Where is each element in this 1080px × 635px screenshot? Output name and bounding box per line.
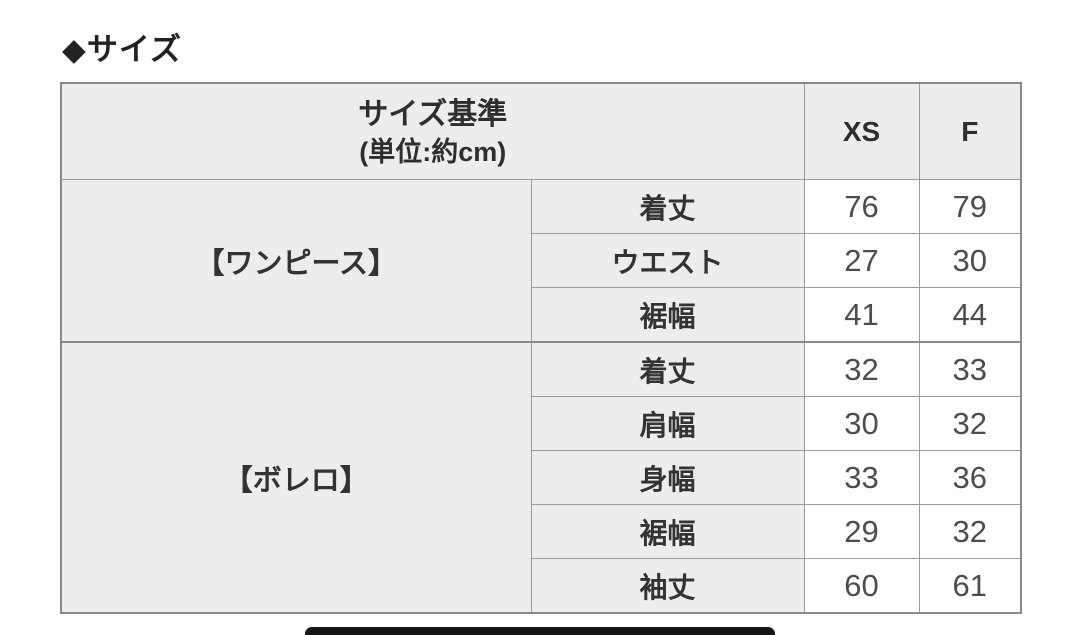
group-cell-bolero: 【ボレロ】 <box>60 341 532 614</box>
table-row: ウエスト 27 30 <box>61 233 1022 288</box>
table-row: 【ボレロ】 着丈 32 33 <box>60 341 1022 614</box>
measure-label: 肩幅 <box>530 396 805 451</box>
value-cell-f: 44 <box>918 287 1022 343</box>
measure-label: 着丈 <box>530 179 805 234</box>
size-table: サイズ基準 (単位:約cm) XS F 【ワンピース】 着丈 76 79 ウエス… <box>60 82 1023 614</box>
measure-label: 身幅 <box>530 450 805 505</box>
value-cell-xs: 76 <box>803 179 920 234</box>
table-row: 肩幅 30 32 <box>61 396 1022 451</box>
column-header-xs: XS <box>803 82 920 180</box>
value-cell-xs: 33 <box>803 450 920 505</box>
value-cell-xs: 27 <box>803 233 920 288</box>
table-row: 袖丈 60 61 <box>61 558 1022 614</box>
table-row: 【ワンピース】 着丈 76 79 <box>60 179 1022 343</box>
value-cell-xs: 32 <box>803 341 920 397</box>
value-cell-xs: 60 <box>803 558 920 614</box>
measure-label: ウエスト <box>530 233 805 288</box>
table-row: 裾幅 41 44 <box>61 287 1022 343</box>
value-cell-xs: 30 <box>803 396 920 451</box>
group-cell-onepiece: 【ワンピース】 <box>60 179 532 343</box>
header-unit-note: (単位:約cm) <box>359 136 507 167</box>
measure-label: 袖丈 <box>530 558 805 614</box>
value-cell-f: 32 <box>918 396 1022 451</box>
table-row: 裾幅 29 32 <box>61 504 1022 559</box>
value-cell-f: 32 <box>918 504 1022 559</box>
column-header-f: F <box>918 82 1022 180</box>
value-cell-f: 61 <box>918 558 1022 614</box>
value-cell-f: 33 <box>918 341 1022 397</box>
table-header-row: サイズ基準 (単位:約cm) XS F <box>60 82 1022 180</box>
value-cell-f: 36 <box>918 450 1022 505</box>
cropped-bottom-element <box>305 627 775 635</box>
value-cell-xs: 41 <box>803 287 920 343</box>
page-title: ◆サイズ <box>62 32 182 67</box>
value-cell-f: 30 <box>918 233 1022 288</box>
measure-label: 裾幅 <box>530 287 805 343</box>
value-cell-xs: 29 <box>803 504 920 559</box>
header-size-basis-cell: サイズ基準 (単位:約cm) <box>60 82 805 180</box>
table-row: 身幅 33 36 <box>61 450 1022 505</box>
measure-label: 裾幅 <box>530 504 805 559</box>
value-cell-f: 79 <box>918 179 1022 234</box>
header-size-basis-title: サイズ基準 <box>358 98 508 132</box>
measure-label: 着丈 <box>530 341 805 397</box>
